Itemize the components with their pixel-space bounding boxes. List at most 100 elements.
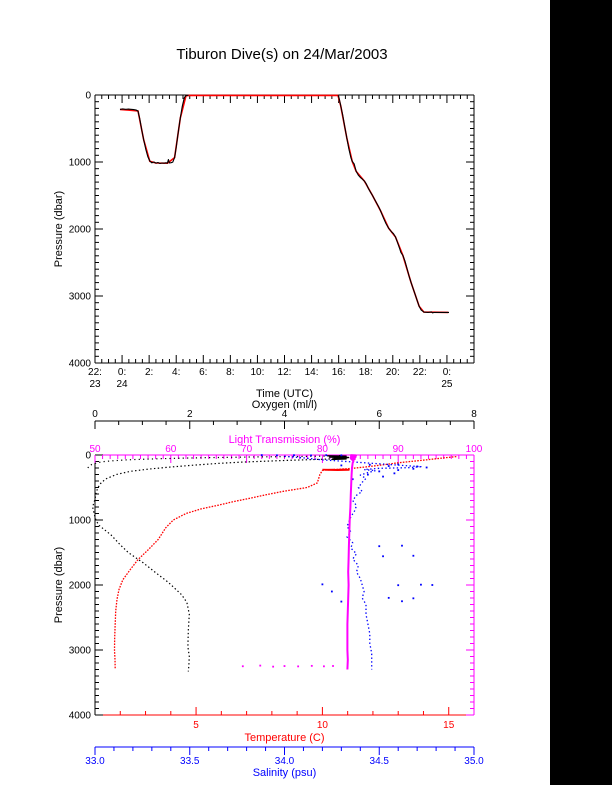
time-tick-label: 16: bbox=[332, 367, 346, 378]
time-tick-label: 8: bbox=[226, 367, 234, 378]
time-tick-label: 22: bbox=[413, 367, 427, 378]
pressure-axis-bottom-plot: 0 1000 2000 3000 4000 Pressure (dbar) bbox=[53, 451, 474, 722]
salinity-surface-scatter-point bbox=[310, 454, 312, 457]
pressure-track-dive2 bbox=[337, 95, 449, 314]
pressure-tick-label: 2000 bbox=[69, 225, 92, 236]
pressure-tick-label: 3000 bbox=[69, 646, 92, 657]
time-tick-day-label: 23 bbox=[89, 379, 101, 390]
salinity-surface-scatter-point bbox=[416, 465, 419, 468]
oxygen-tick-label: 4 bbox=[282, 409, 288, 420]
light-transmission-deep-noise-point bbox=[241, 665, 244, 668]
pressure-tick-label: 3000 bbox=[69, 292, 92, 303]
salinity-surface-scatter-point bbox=[276, 454, 278, 457]
light-transmission-deep-noise-point bbox=[272, 665, 275, 668]
temperature-tick-label: 10 bbox=[317, 720, 329, 731]
light-transmission-axis: 50 60 70 80 90 100 Light Transmission (%) bbox=[89, 434, 483, 463]
salinity-noise-spikes-point bbox=[420, 583, 422, 586]
salinity-tick-label: 34.5 bbox=[370, 756, 390, 767]
salinity-noise-spikes-point bbox=[387, 596, 390, 599]
bottom-plot-frame bbox=[94, 454, 475, 716]
salinity-noise-spikes-point bbox=[382, 555, 384, 558]
salinity-noise-spikes-point bbox=[397, 584, 400, 587]
oxygen-tick-label: 0 bbox=[92, 409, 98, 420]
salinity-surface-scatter-point bbox=[260, 454, 263, 457]
pressure-tick-label: 1000 bbox=[69, 516, 92, 527]
salinity-surface-scatter-point bbox=[387, 465, 390, 467]
pressure-track-dive1 bbox=[119, 94, 189, 165]
salinity-surface-scatter-point bbox=[366, 473, 369, 476]
temperature-axis: 5 10 15 Temperature (C) bbox=[119, 707, 455, 744]
salinity-axis-title: Salinity (psu) bbox=[253, 767, 317, 779]
salinity-surface-scatter-point bbox=[378, 470, 381, 473]
time-tick-day-label: 25 bbox=[441, 379, 453, 390]
temperature-axis-title: Temperature (C) bbox=[244, 732, 324, 744]
time-tick-day-label: 24 bbox=[117, 379, 129, 390]
pressure-tick-label: 4000 bbox=[69, 359, 92, 370]
oxygen-axis: 0 2 4 6 8 Oxygen (ml/l) bbox=[92, 399, 477, 429]
light-transmission-deep-noise-point bbox=[259, 664, 262, 667]
light-transmission-deep-noise-point bbox=[297, 665, 300, 668]
time-tick-label: 0: bbox=[118, 367, 126, 378]
salinity-surface-scatter-point bbox=[425, 466, 428, 469]
salinity-surface-scatter-point bbox=[293, 454, 295, 457]
pressure-axis-title: Pressure (dbar) bbox=[53, 547, 65, 623]
oxygen-tick-label: 6 bbox=[376, 409, 382, 420]
salinity-axis: 33.0 33.5 34.0 34.5 35.0 Salinity (psu) bbox=[85, 746, 484, 779]
light-transmission-deep-noise-point bbox=[310, 664, 313, 667]
light-transmission-profile bbox=[346, 455, 355, 670]
oxygen-surface-blob bbox=[327, 455, 350, 461]
salinity-surface-scatter-point bbox=[325, 454, 328, 457]
salinity-noise-spikes-point bbox=[330, 590, 333, 593]
salinity-surface-scatter-point bbox=[340, 464, 343, 467]
pressure-tick-label: 4000 bbox=[69, 711, 92, 722]
salinity-noise-spikes-point bbox=[401, 600, 403, 603]
salinity-surface-scatter-point bbox=[397, 469, 400, 471]
pressure-tick-label: 0 bbox=[85, 451, 91, 462]
pressure-tick-label: 2000 bbox=[69, 581, 92, 592]
bottom-plot-series bbox=[87, 454, 457, 672]
figure-title: Tiburon Dive(s) on 24/Mar/2003 bbox=[176, 46, 388, 63]
temperature-surface-blob bbox=[322, 468, 350, 472]
pressure-tick-label: 1000 bbox=[69, 158, 92, 169]
salinity-noise-spikes-point bbox=[401, 544, 403, 547]
light-transmission-deep-noise-point bbox=[283, 665, 286, 667]
temperature-tick-label: 5 bbox=[193, 720, 199, 731]
salinity-surface-scatter-point bbox=[351, 478, 354, 481]
salinity-surface-scatter-point bbox=[397, 463, 400, 466]
right-black-bar bbox=[550, 0, 612, 785]
light-transmission-tick-label: 70 bbox=[241, 444, 253, 455]
salinity-surface-scatter-point bbox=[340, 454, 343, 457]
light-transmission-tick-label: 80 bbox=[317, 444, 329, 455]
time-tick-label: 4: bbox=[172, 367, 180, 378]
light-transmission-surface-blob bbox=[349, 454, 357, 462]
temperature-tick-label: 15 bbox=[443, 720, 455, 731]
light-transmission-axis-title: Light Transmission (%) bbox=[229, 434, 341, 446]
time-axis-title: Time (UTC) bbox=[256, 388, 313, 400]
time-tick-label: 10: bbox=[250, 367, 264, 378]
time-tick-label: 0: bbox=[443, 367, 451, 378]
time-axis: 22:230:242: 4: 6: 8: 10: 12: 14: 16: 18: 20: 22: 0:… bbox=[88, 95, 468, 400]
salinity-tick-label: 34.0 bbox=[275, 756, 295, 767]
light-transmission-deep-noise-point bbox=[323, 665, 325, 668]
top-plot-series bbox=[119, 94, 449, 314]
bottom-plot: 0 1000 2000 3000 4000 Pressure (dbar) 0 2 4 6 8 Oxy… bbox=[53, 399, 484, 779]
salinity-tick-label: 33.0 bbox=[85, 756, 105, 767]
salinity-noise-spikes-point bbox=[340, 600, 343, 603]
oxygen-tick-label: 2 bbox=[187, 409, 193, 420]
rov-track-red bbox=[119, 94, 449, 314]
time-tick-label: 22: bbox=[88, 367, 102, 378]
pressure-axis-title: Pressure (dbar) bbox=[53, 191, 65, 267]
salinity-tick-label: 33.5 bbox=[180, 756, 200, 767]
salinity-surface-scatter-point bbox=[368, 463, 371, 466]
time-tick-label: 14: bbox=[305, 367, 319, 378]
salinity-noise-spikes-point bbox=[431, 584, 434, 586]
time-tick-label: 6: bbox=[199, 367, 207, 378]
temperature-profile bbox=[113, 455, 457, 669]
salinity-profile bbox=[284, 455, 422, 670]
salinity-surface-scatter-point bbox=[412, 467, 415, 470]
salinity-noise-spikes-point bbox=[412, 554, 415, 557]
pressure-axis: 0 1000 2000 3000 4000 Pressure (dbar) bbox=[53, 91, 474, 370]
